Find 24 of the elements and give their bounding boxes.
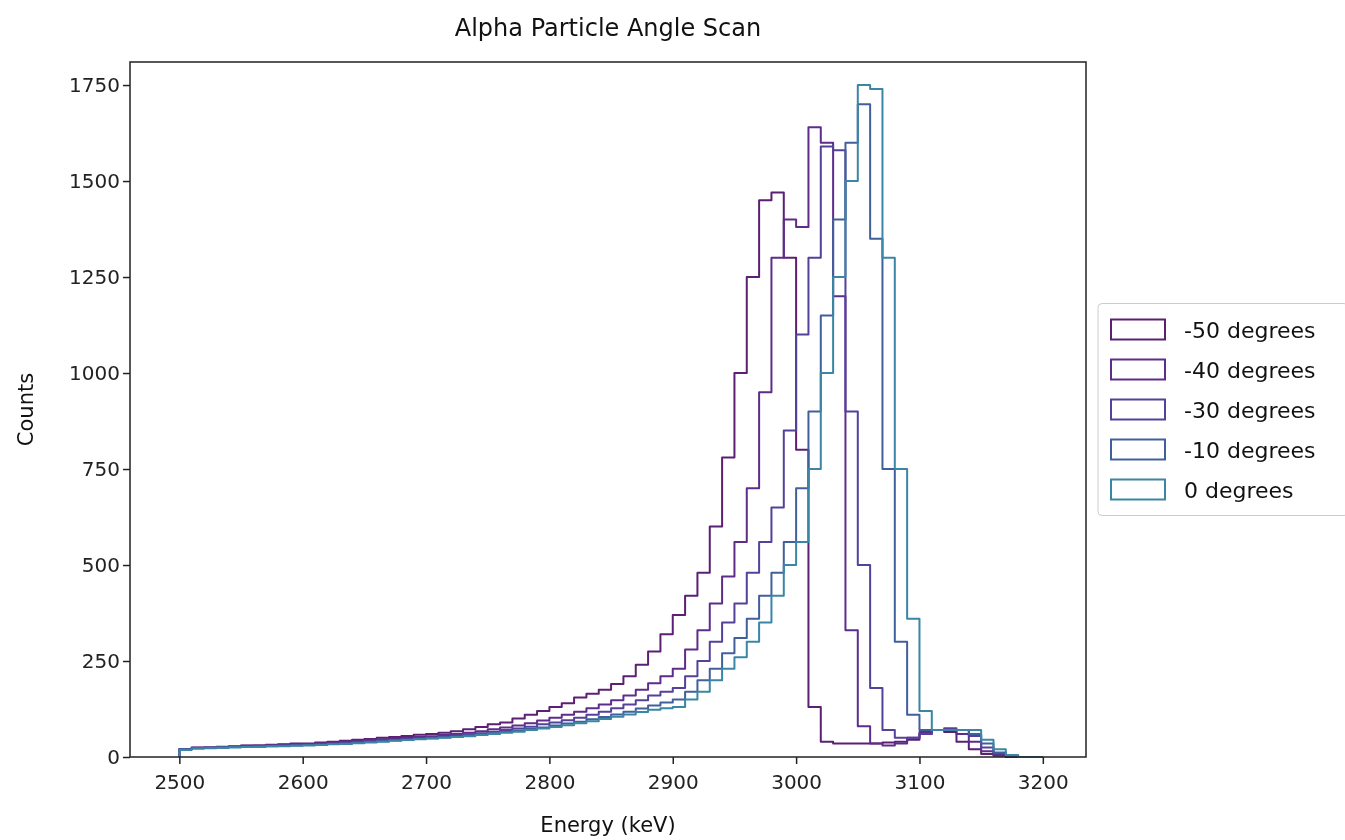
legend-label: -50 degrees [1184, 317, 1316, 343]
x-tick-label: 3000 [771, 770, 823, 794]
x-tick-label: 2900 [647, 770, 699, 794]
y-tick-label: 1250 [69, 264, 120, 289]
y-tick-label: 1000 [69, 360, 120, 385]
x-axis-title: Energy (keV) [540, 813, 676, 837]
y-tick-label: 750 [81, 456, 120, 481]
x-tick-label: 2600 [277, 770, 329, 794]
x-tick-label: 2500 [154, 770, 206, 794]
legend-label: -10 degrees [1184, 437, 1316, 463]
legend-label: -40 degrees [1184, 357, 1316, 383]
x-tick-label: 2700 [401, 770, 452, 794]
legend-label: -30 degrees [1184, 397, 1316, 423]
x-tick-label: 3200 [1017, 770, 1069, 794]
y-tick-label: 1500 [69, 168, 120, 193]
legend-label: 0 degrees [1184, 477, 1294, 503]
chart-title: Alpha Particle Angle Scan [454, 14, 762, 42]
y-tick-label: 500 [81, 552, 120, 577]
y-tick-label: 0 [107, 744, 120, 769]
x-tick-label: 3100 [894, 770, 946, 794]
y-tick-label: 250 [81, 648, 120, 673]
y-axis-title: Counts [14, 372, 38, 447]
y-tick-label: 1750 [69, 72, 120, 97]
x-tick-label: 2800 [524, 770, 576, 794]
